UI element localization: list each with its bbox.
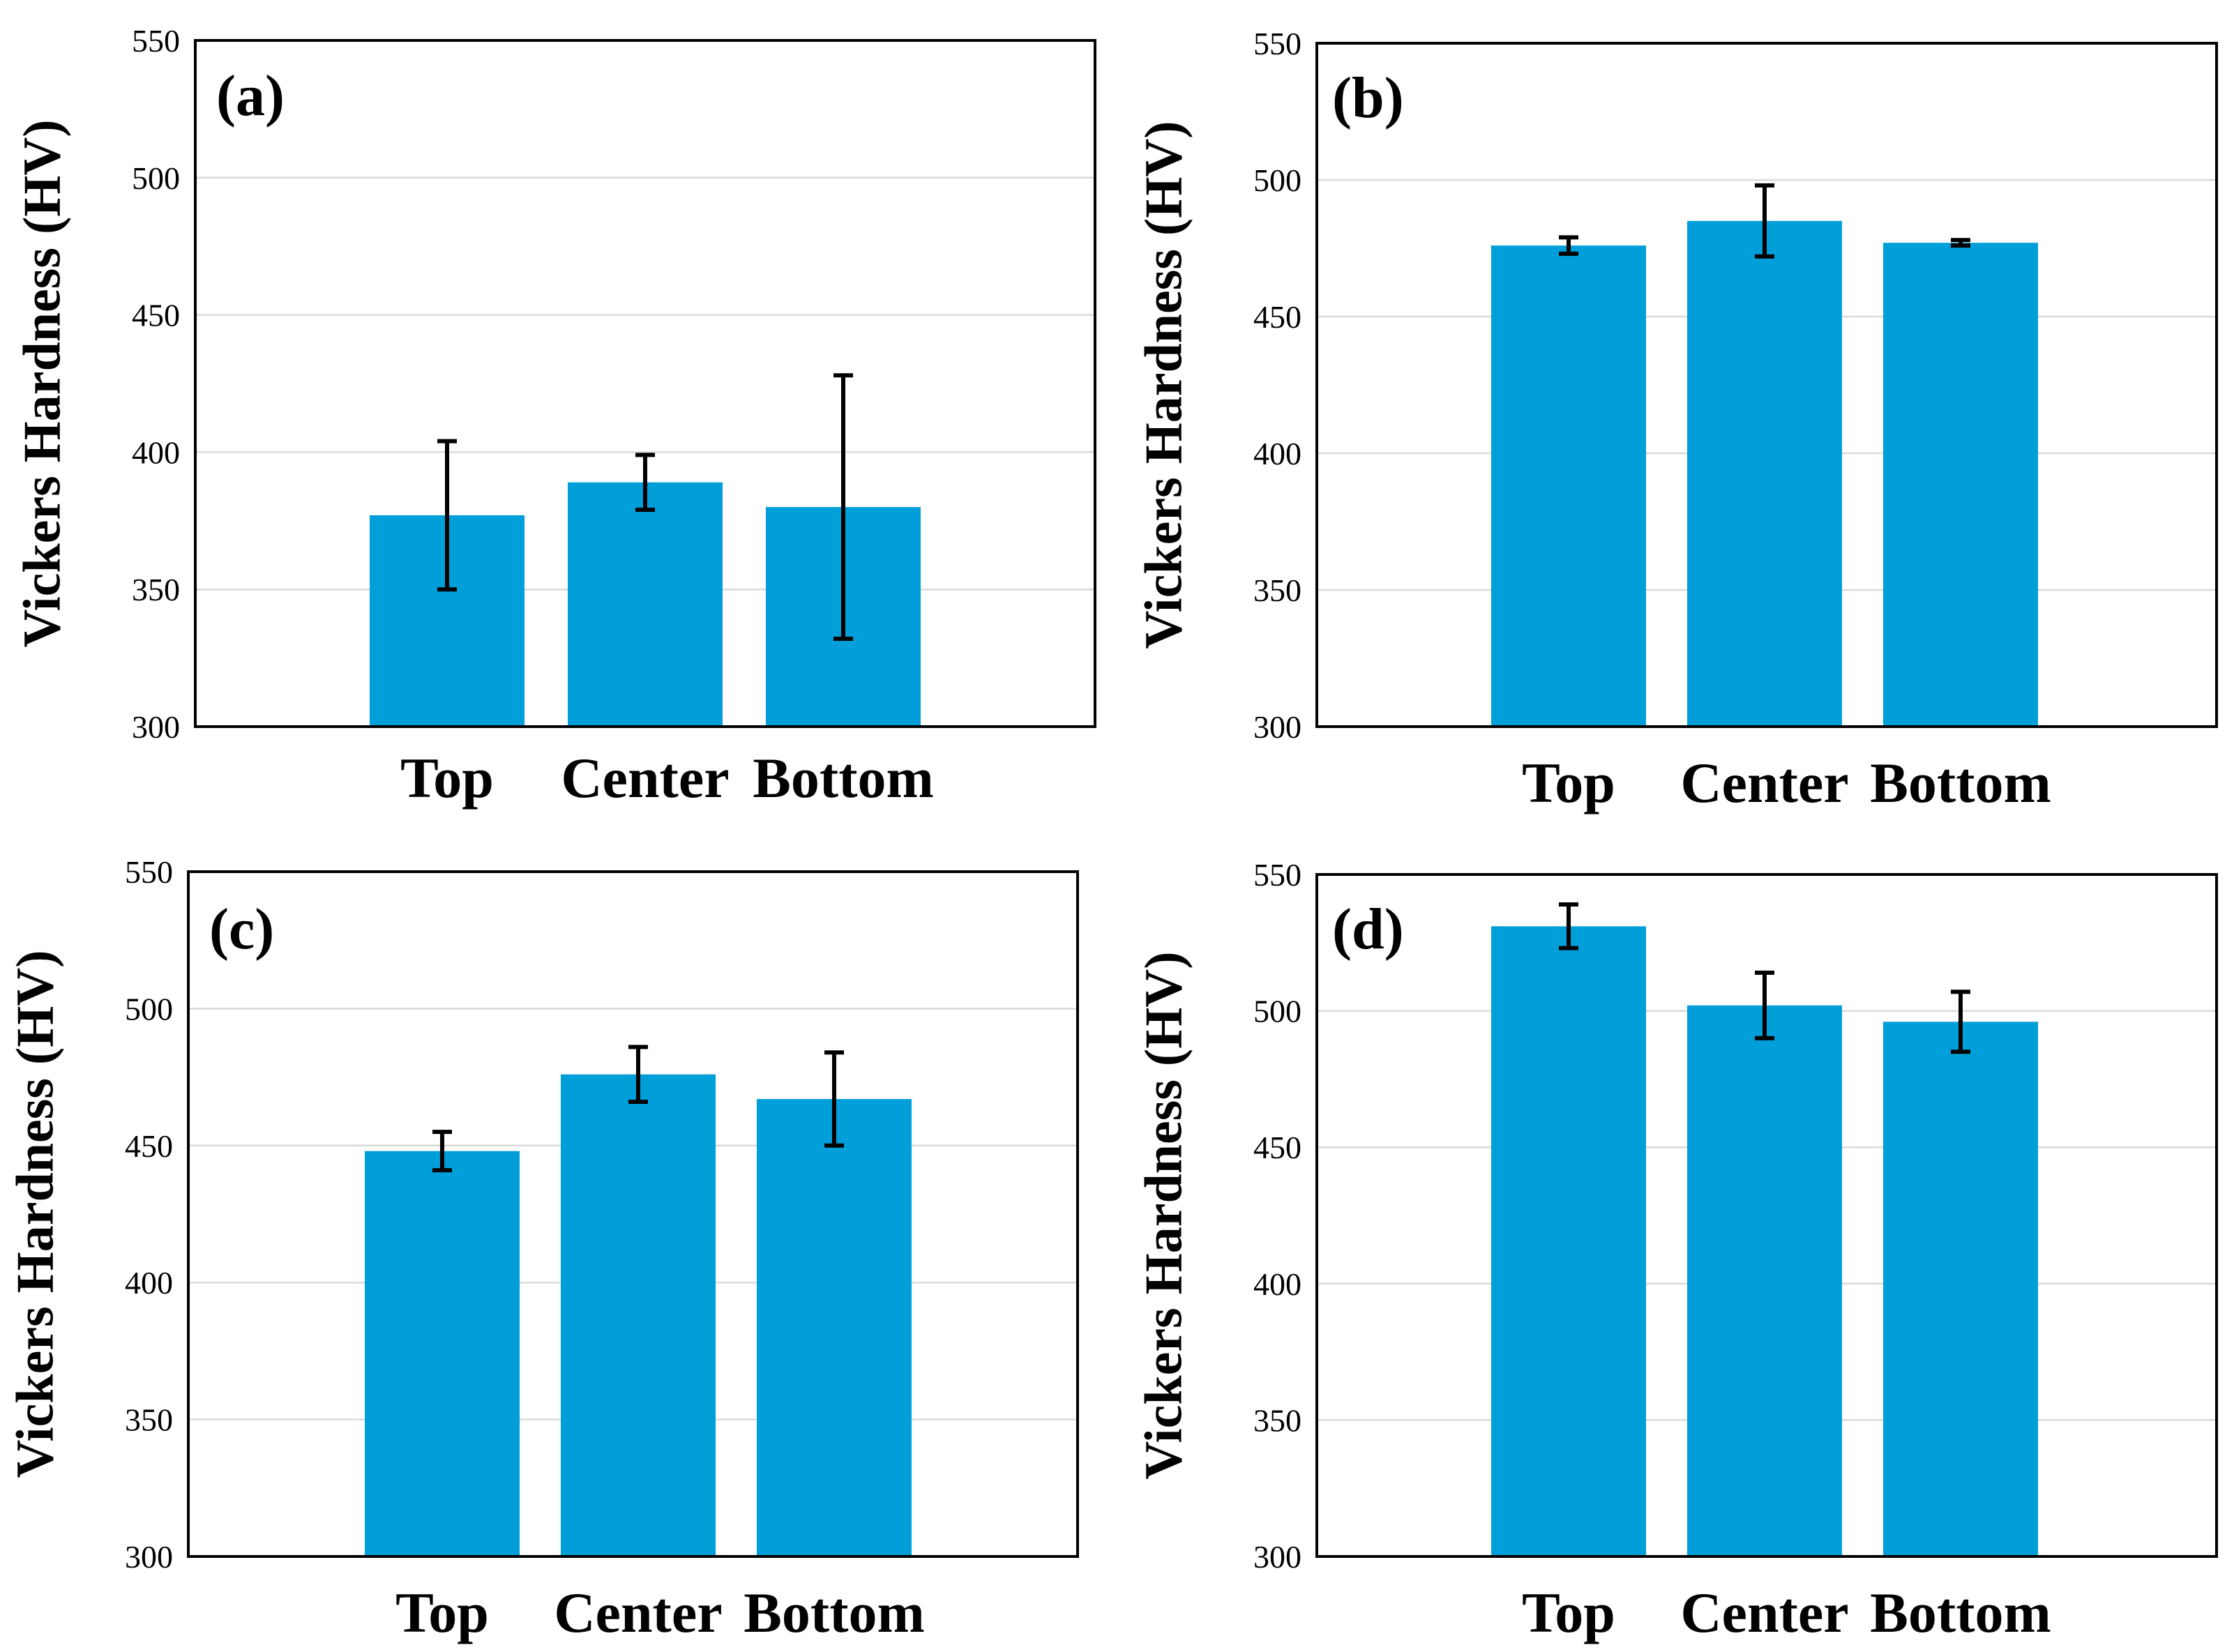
x-category-label: Center <box>1680 1581 1848 1644</box>
y-tick-label: 550 <box>1253 857 1301 893</box>
bar-bottom <box>757 1099 912 1556</box>
x-category-label: Top <box>1522 751 1615 814</box>
y-tick-label: 500 <box>132 160 180 196</box>
panel-label: (d) <box>1332 897 1404 962</box>
error-bar-top <box>432 1130 452 1173</box>
x-category-label: Bottom <box>1870 751 2051 814</box>
bar-top <box>365 1151 520 1556</box>
x-category-label: Top <box>400 746 494 810</box>
bar-top <box>1491 245 1646 727</box>
plot-frame <box>1315 873 2218 1558</box>
error-bar-top <box>437 439 457 592</box>
y-axis-title: Vickers Hardness (HV) <box>1134 951 1193 1479</box>
x-category-label: Top <box>395 1581 489 1644</box>
bar-center <box>568 482 723 727</box>
error-bar-top <box>1559 235 1578 256</box>
y-tick-label: 550 <box>132 23 180 59</box>
y-axis-title: Vickers Hardness (HV) <box>1134 121 1193 649</box>
error-bar-center <box>1755 970 1774 1040</box>
y-tick-label: 400 <box>125 1265 173 1301</box>
y-tick-label: 300 <box>132 709 180 745</box>
y-tick-label: 300 <box>1253 1539 1301 1575</box>
y-tick-label: 350 <box>1253 573 1301 608</box>
chart-panel-c: 300 350 400 450 500 550 Top Center Bottom (c) Vick… <box>6 854 1079 1644</box>
error-bar-bottom <box>824 1050 844 1148</box>
y-tick-label: 500 <box>1253 162 1301 198</box>
x-category-label: Center <box>561 746 729 810</box>
error-bar-center <box>1755 183 1774 259</box>
x-category-label: Bottom <box>744 1581 925 1644</box>
x-category-label: Top <box>1522 1581 1615 1644</box>
y-tick-label: 300 <box>1253 709 1301 745</box>
chart-panel-b: 300 350 400 450 500 550 Top Center Bottom (b) Vick… <box>1134 26 2218 814</box>
y-tick-label: 450 <box>132 298 180 333</box>
bar-bottom <box>1883 243 2038 727</box>
error-bar-bottom <box>1951 990 1970 1054</box>
panel-label: (c) <box>209 897 274 962</box>
error-bar-bottom <box>1951 238 1970 248</box>
y-tick-label: 450 <box>125 1128 173 1164</box>
x-category-label: Bottom <box>1870 1581 2051 1644</box>
y-tick-label: 450 <box>1253 299 1301 335</box>
plot-frame <box>1315 42 2218 728</box>
bar-center <box>1687 220 1842 727</box>
y-tick-label: 450 <box>1253 1130 1301 1165</box>
y-tick-label: 500 <box>125 991 173 1026</box>
bar-top <box>1491 926 1646 1556</box>
y-axis-title: Vickers Hardness (HV) <box>13 119 71 647</box>
panel-label: (b) <box>1332 66 1404 130</box>
x-category-label: Center <box>1680 751 1848 814</box>
y-tick-label: 350 <box>132 572 180 607</box>
chart-panel-a: 300 350 400 450 500 550 Top Center Bottom (a) Vick… <box>13 23 1096 810</box>
plot-frame <box>194 39 1096 728</box>
y-tick-label: 400 <box>1253 1266 1301 1302</box>
y-tick-label: 300 <box>125 1539 173 1575</box>
x-category-label: Center <box>554 1581 722 1644</box>
error-bar-center <box>628 1045 648 1104</box>
panel-label: (a) <box>216 63 285 128</box>
error-bar-center <box>635 453 655 513</box>
bar-center <box>1687 1005 1842 1556</box>
y-tick-label: 550 <box>125 854 173 890</box>
y-tick-label: 350 <box>1253 1402 1301 1438</box>
bar-center <box>561 1074 716 1556</box>
y-axis-title: Vickers Hardness (HV) <box>6 950 64 1478</box>
error-bar-top <box>1559 902 1578 950</box>
y-tick-label: 350 <box>125 1402 173 1438</box>
y-tick-label: 550 <box>1253 26 1301 61</box>
y-tick-label: 500 <box>1253 994 1301 1029</box>
error-bar-bottom <box>833 373 853 642</box>
chart-panel-d: 300 350 400 450 500 550 Top Center Bottom (d) Vick… <box>1134 857 2218 1644</box>
y-tick-label: 400 <box>1253 436 1301 471</box>
x-category-label: Bottom <box>753 746 934 810</box>
plot-frame <box>187 870 1079 1558</box>
y-tick-label: 400 <box>132 434 180 470</box>
bar-bottom <box>1883 1022 2038 1556</box>
